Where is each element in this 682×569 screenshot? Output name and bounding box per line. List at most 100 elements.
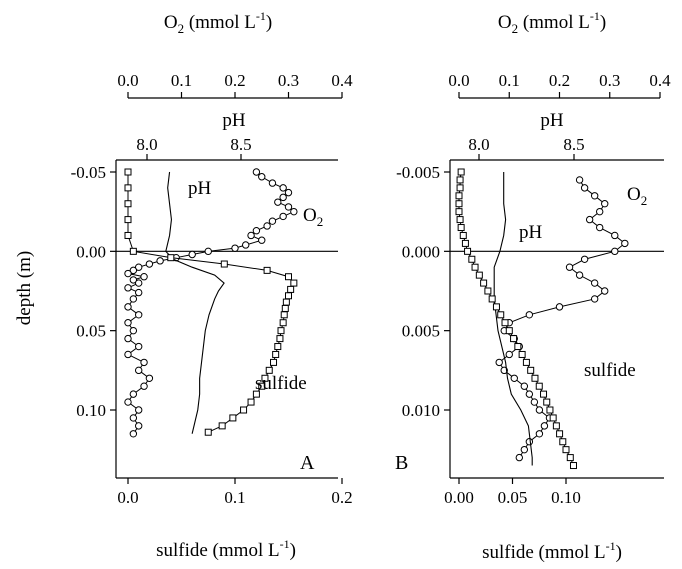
o2-axis: 0.0 0.1 0.2 0.3 0.4 bbox=[117, 71, 353, 99]
o2-point bbox=[590, 192, 599, 200]
o2-point bbox=[284, 203, 293, 211]
depth-axis: -0.005 0.000 0.005 0.010 bbox=[396, 163, 450, 420]
sulfide-point bbox=[488, 295, 496, 303]
o2-point bbox=[124, 398, 132, 406]
sulfide-axis: 0.00 0.05 0.10 bbox=[444, 478, 581, 507]
sulfide-point bbox=[514, 343, 522, 351]
o2-point bbox=[575, 176, 584, 184]
sulfide-point bbox=[124, 168, 132, 176]
sulfide-tick-label: 0.2 bbox=[331, 488, 352, 507]
sulfide-point bbox=[456, 176, 464, 184]
o2-point bbox=[268, 179, 277, 187]
o2-point bbox=[540, 422, 549, 430]
sulfide-point bbox=[229, 414, 237, 422]
ph-axis: 8.0 8.5 bbox=[450, 135, 664, 161]
sulfide-point bbox=[285, 273, 292, 281]
o2-point bbox=[263, 222, 271, 230]
o2-axis: 0.0 0.1 0.2 0.3 0.4 bbox=[448, 71, 671, 99]
sulfide-point bbox=[279, 319, 287, 327]
o2-point bbox=[495, 358, 503, 367]
sulfide-point bbox=[247, 398, 255, 406]
sulfide-point bbox=[475, 271, 483, 279]
sulfide-point bbox=[277, 327, 285, 335]
panel-a: O2 (mmol L-1) 0.0 0.1 0.2 0.3 0.4 pH 8.0 8.5 … bbox=[71, 9, 354, 561]
sulfide-point bbox=[276, 335, 284, 343]
sulfide-point bbox=[556, 430, 564, 438]
sulfide-point bbox=[455, 192, 463, 200]
o2-point bbox=[129, 414, 138, 422]
sulfide-point bbox=[124, 200, 132, 208]
sulfide-point bbox=[281, 304, 289, 312]
ph-axis-title: pH bbox=[540, 110, 564, 131]
o2-point bbox=[520, 382, 529, 390]
sulfide-point bbox=[510, 335, 518, 343]
o2-point bbox=[129, 276, 138, 284]
sulfide-point bbox=[552, 422, 560, 430]
depth-tick-label: 0.005 bbox=[402, 322, 440, 341]
o2-axis-title-sup: -1 bbox=[590, 9, 600, 23]
annotation-sulfide: sulfide bbox=[584, 360, 636, 381]
sulfide-tick-label: 0.05 bbox=[498, 488, 528, 507]
o2-tick-label: 0.1 bbox=[499, 71, 520, 90]
sulfide-tick-label: 0.0 bbox=[117, 488, 138, 507]
sulfide-point bbox=[559, 438, 567, 446]
sulfide-point bbox=[471, 263, 479, 271]
o2-axis-title-sup: -1 bbox=[256, 9, 266, 23]
sulfide-tick-label: 0.1 bbox=[224, 488, 245, 507]
sulfide-line bbox=[458, 171, 574, 466]
o2-point bbox=[535, 406, 544, 414]
o2-point bbox=[140, 358, 148, 367]
o2-point bbox=[124, 334, 132, 343]
sulfide-axis: 0.0 0.1 0.2 bbox=[117, 478, 353, 507]
o2-line bbox=[126, 171, 295, 435]
o2-point bbox=[596, 207, 604, 216]
sulfide-point bbox=[290, 279, 298, 287]
o2-point bbox=[279, 193, 287, 202]
sulfide-point bbox=[124, 216, 132, 224]
sulfide-point bbox=[258, 382, 266, 390]
o2-point bbox=[274, 198, 282, 206]
sulfide-tick-label: 0.10 bbox=[551, 488, 581, 507]
sulfide-point bbox=[505, 327, 513, 335]
o2-tick-label: 0.2 bbox=[224, 71, 245, 90]
sulfide-point bbox=[497, 311, 505, 319]
o2-tick-label: 0.0 bbox=[117, 71, 138, 90]
sulfide-point bbox=[464, 247, 472, 255]
o2-point bbox=[505, 350, 513, 359]
o2-point bbox=[231, 244, 239, 252]
o2-point bbox=[258, 236, 266, 244]
sulfide-point bbox=[456, 184, 464, 192]
o2-point bbox=[242, 241, 250, 249]
o2-point bbox=[525, 390, 534, 398]
o2-point bbox=[535, 430, 544, 438]
sulfide-point bbox=[522, 358, 530, 366]
ph-axis-title: pH bbox=[222, 110, 246, 131]
o2-point bbox=[575, 271, 584, 279]
sulfide-axis-title: sulfide (mmol L-1) bbox=[482, 539, 622, 563]
sulfide-point bbox=[569, 462, 577, 470]
sulfide-point bbox=[265, 366, 273, 374]
annotation-o2-sub: 2 bbox=[317, 214, 324, 229]
sulfide-point bbox=[204, 428, 212, 436]
o2-tick-label: 0.4 bbox=[649, 71, 671, 90]
depth-tick-label: -0.05 bbox=[71, 163, 106, 182]
plot-area bbox=[450, 168, 664, 470]
plot-area bbox=[116, 168, 338, 438]
o2-tick-label: 0.3 bbox=[278, 71, 299, 90]
o2-axis-title: O2 (mmol L-1) bbox=[164, 9, 272, 36]
annotation-o2-sub: 2 bbox=[641, 193, 648, 208]
o2-point bbox=[611, 231, 619, 240]
o2-point bbox=[124, 269, 132, 278]
sulfide-point bbox=[218, 422, 226, 430]
depth-axis: -0.05 0.00 0.05 0.10 bbox=[71, 163, 116, 420]
o2-point bbox=[135, 288, 143, 297]
y-axis-label: depth (m) bbox=[14, 251, 35, 325]
ph-tick-label: 8.0 bbox=[468, 135, 489, 154]
depth-tick-label: 0.010 bbox=[402, 401, 440, 420]
o2-point bbox=[124, 303, 132, 311]
o2-point bbox=[279, 212, 287, 221]
sulfide-point bbox=[461, 239, 469, 247]
o2-point bbox=[580, 255, 589, 263]
o2-tick-label: 0.0 bbox=[448, 71, 469, 90]
o2-point bbox=[145, 260, 154, 268]
